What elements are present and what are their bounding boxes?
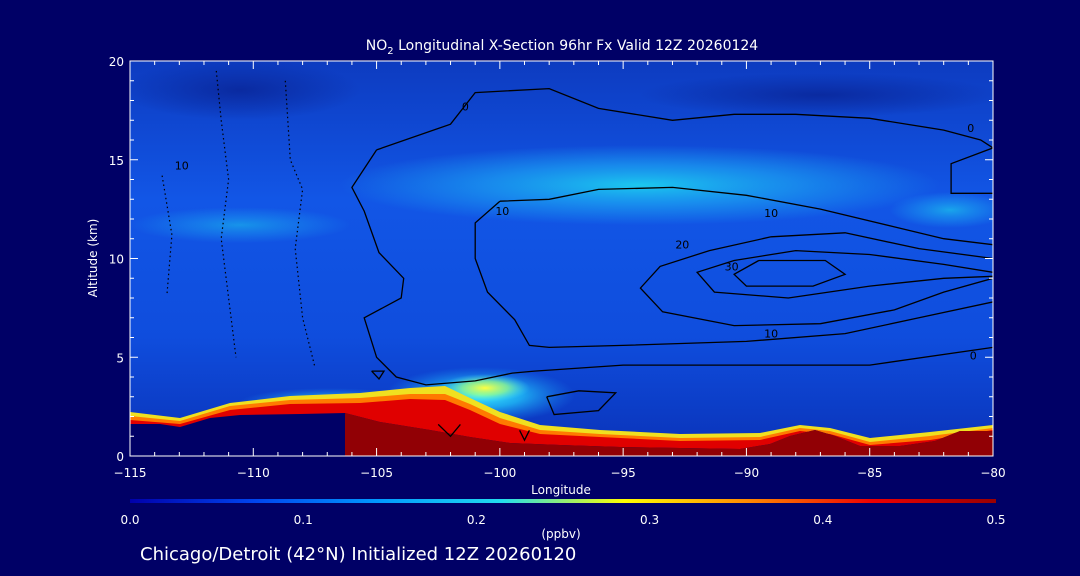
- y-axis-label: Altitude (km): [86, 219, 100, 298]
- contour-layer: [161, 70, 993, 442]
- field-cyan-band-2: [130, 207, 350, 243]
- y-tick-label: 10: [109, 253, 124, 267]
- contour-line: [950, 147, 993, 194]
- field-dark-left: [130, 61, 360, 120]
- colorbar-tick-label: 0.3: [640, 513, 659, 527]
- y-tick-label: 5: [116, 351, 124, 365]
- contour-line: [499, 186, 993, 246]
- contour-line: [546, 390, 618, 416]
- x-tick-label: −105: [360, 466, 393, 480]
- x-axis-label: Longitude: [531, 483, 591, 497]
- contour-line: [376, 87, 993, 151]
- y-tick-label: 20: [109, 55, 124, 69]
- x-tick-label: −85: [857, 466, 882, 480]
- contour-label: 10: [175, 160, 189, 173]
- contour-label: 0: [967, 122, 974, 135]
- field-cyan-right: [890, 192, 993, 228]
- y-tick-label: 0: [116, 450, 124, 464]
- field-dark-upper: [640, 73, 993, 117]
- contour-line: [437, 423, 461, 438]
- contour-line: [351, 149, 993, 386]
- colorbar-unit-label: (ppbv): [541, 527, 580, 541]
- plot-area: 0 0 10 10 10 20 30 10 0: [130, 61, 993, 456]
- x-tick-label: −100: [483, 466, 516, 480]
- colorbar-tick-labels: 0.0 0.1 0.2 0.3 0.4 0.5: [120, 513, 1005, 527]
- y-tick-label: 15: [109, 154, 124, 168]
- contour-line: [519, 430, 530, 442]
- colorbar-tick-label: 0.2: [467, 513, 486, 527]
- contour-label: 0: [462, 100, 469, 113]
- dotted-contour-line: [215, 70, 237, 358]
- x-tick-label: −115: [114, 466, 147, 480]
- dotted-contour-line: [284, 80, 316, 368]
- contour-label: 10: [495, 205, 509, 218]
- x-tick-label: −110: [237, 466, 270, 480]
- contour-line: [474, 200, 993, 349]
- colorbar-tick-label: 0.0: [120, 513, 139, 527]
- contour-label: 0: [970, 349, 977, 362]
- field-cyan-band: [340, 145, 940, 225]
- x-tick-label: −80: [980, 466, 1005, 480]
- contour-line: [733, 259, 847, 287]
- colorbar: [130, 499, 996, 503]
- contour-label: 30: [725, 260, 739, 273]
- terrain-lowland-red: [345, 413, 993, 456]
- contour-line: [371, 370, 386, 381]
- initialization-annotation: Chicago/Detroit (42°N) Initialized 12Z 2…: [140, 544, 576, 565]
- contour-line: [639, 232, 993, 327]
- contour-label: 10: [764, 207, 778, 220]
- x-tick-label: −95: [610, 466, 635, 480]
- chart-title: NO2 Longitudinal X-Section 96hr Fx Valid…: [366, 38, 759, 57]
- colorbar-tick-label: 0.4: [813, 513, 832, 527]
- x-tick-label: −90: [734, 466, 759, 480]
- axis-ticks: [129, 60, 994, 457]
- contour-label: 20: [675, 239, 689, 252]
- contour-label: 10: [764, 328, 778, 341]
- x-tick-labels: −115 −110 −105 −100 −95 −90 −85 −80: [114, 466, 1006, 480]
- y-tick-labels: 0 5 10 15 20: [109, 55, 124, 464]
- contour-line: [695, 249, 993, 299]
- dotted-contour-line: [161, 175, 173, 295]
- contour-label-layer: 0 0 10 10 10 20 30 10 0: [175, 100, 977, 362]
- colorbar-tick-label: 0.1: [294, 513, 313, 527]
- colorbar-tick-label: 0.5: [986, 513, 1005, 527]
